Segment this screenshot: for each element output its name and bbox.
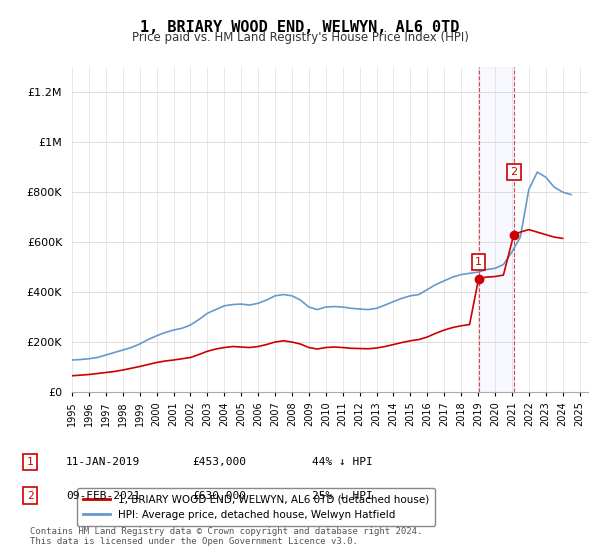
Text: 1: 1 [475,257,482,267]
Text: 11-JAN-2019: 11-JAN-2019 [66,457,140,467]
Legend: 1, BRIARY WOOD END, WELWYN, AL6 0TD (detached house), HPI: Average price, detach: 1, BRIARY WOOD END, WELWYN, AL6 0TD (det… [77,488,436,526]
Text: £453,000: £453,000 [192,457,246,467]
Text: Contains HM Land Registry data © Crown copyright and database right 2024.
This d: Contains HM Land Registry data © Crown c… [30,526,422,546]
Text: 25% ↓ HPI: 25% ↓ HPI [312,491,373,501]
Text: 1, BRIARY WOOD END, WELWYN, AL6 0TD: 1, BRIARY WOOD END, WELWYN, AL6 0TD [140,20,460,35]
Text: Price paid vs. HM Land Registry's House Price Index (HPI): Price paid vs. HM Land Registry's House … [131,31,469,44]
Text: 2: 2 [26,491,34,501]
Text: 09-FEB-2021: 09-FEB-2021 [66,491,140,501]
Text: 2: 2 [510,167,517,177]
Text: 1: 1 [26,457,34,467]
Bar [479,67,514,392]
Text: £630,000: £630,000 [192,491,246,501]
Text: 44% ↓ HPI: 44% ↓ HPI [312,457,373,467]
